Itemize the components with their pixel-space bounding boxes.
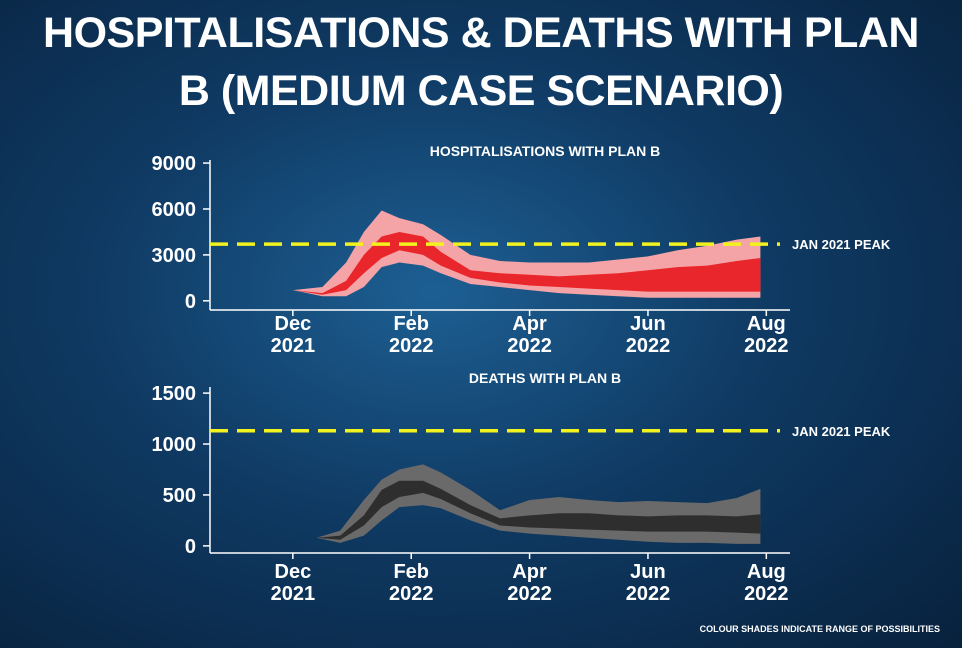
x-tick-label: Dec 2021 [271, 313, 316, 357]
reference-label: JAN 2021 PEAK [792, 237, 891, 252]
y-tick-label: 500 [163, 485, 196, 507]
x-tick-label: Aug 2022 [744, 561, 789, 605]
y-tick-label: 0 [185, 291, 196, 313]
y-tick-label: 9000 [152, 153, 197, 175]
y-tick-label: 3000 [152, 245, 197, 267]
x-tick-label: Feb 2022 [389, 561, 434, 605]
page-title-box: HOSPITALISATIONS & DEATHS WITH PLAN B (M… [0, 4, 962, 120]
y-tick-label: 6000 [152, 199, 197, 221]
range-band [316, 480, 761, 540]
y-tick-label: 0 [185, 536, 196, 558]
x-tick-label: Apr 2022 [507, 561, 552, 605]
chart-title: DEATHS WITH PLAN B [469, 370, 621, 386]
x-tick-label: Dec 2021 [271, 561, 316, 605]
footnote: COLOUR SHADES INDICATE RANGE OF POSSIBIL… [700, 624, 940, 634]
y-tick-label: 1000 [152, 434, 197, 456]
x-tick-label: Feb 2022 [389, 313, 434, 357]
chart-title: HOSPITALISATIONS WITH PLAN B [430, 143, 660, 159]
x-tick-label: Aug 2022 [744, 313, 789, 357]
reference-label: JAN 2021 PEAK [792, 424, 891, 439]
x-tick-label: Jun 2022 [626, 561, 671, 605]
y-tick-label: 1500 [152, 383, 197, 405]
x-tick-label: Apr 2022 [507, 313, 552, 357]
page-title: HOSPITALISATIONS & DEATHS WITH PLAN B (M… [43, 9, 919, 115]
x-tick-label: Jun 2022 [626, 313, 671, 357]
range-band [292, 231, 761, 295]
